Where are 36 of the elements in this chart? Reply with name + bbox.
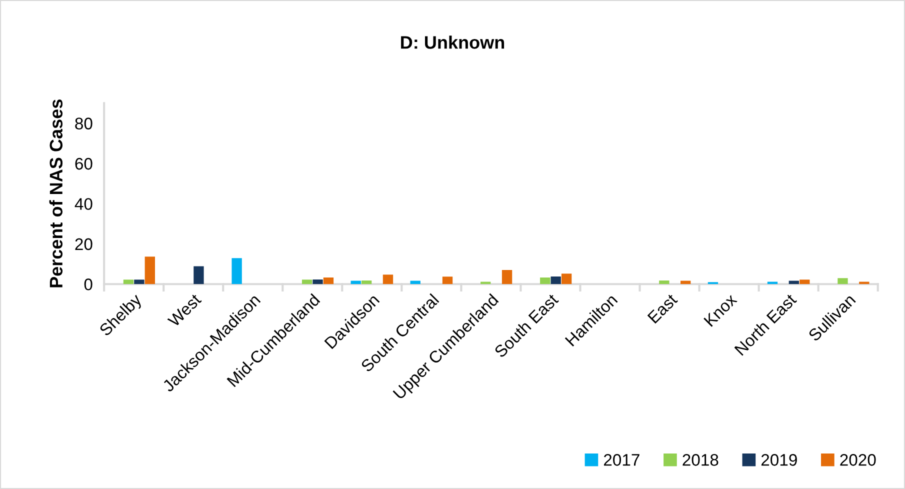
bar xyxy=(680,280,691,284)
bar xyxy=(134,280,144,284)
bar xyxy=(561,274,572,284)
bar xyxy=(382,274,394,284)
bar xyxy=(550,276,561,284)
bar xyxy=(194,266,204,284)
bar xyxy=(767,282,778,284)
bar xyxy=(232,258,242,284)
y-axis-title: Percent of NAS Cases xyxy=(49,100,63,288)
legend-label: 2018 xyxy=(682,454,718,466)
bar xyxy=(502,270,512,284)
y-tick-label: 80 xyxy=(75,118,92,130)
bar xyxy=(123,280,134,284)
bar xyxy=(312,279,323,284)
y-tick-label: 0 xyxy=(84,278,92,290)
bar xyxy=(480,282,491,284)
legend-label: 2017 xyxy=(604,454,640,466)
chart-title: D: Unknown xyxy=(401,36,504,49)
y-tick-label: 20 xyxy=(75,238,92,250)
y-tick-label: 40 xyxy=(74,198,92,210)
y-tick-label: 60 xyxy=(75,158,92,170)
bar xyxy=(788,280,800,284)
bar xyxy=(540,277,550,284)
bar xyxy=(361,280,372,284)
bar xyxy=(323,277,334,284)
bar xyxy=(659,280,670,284)
bar xyxy=(859,282,870,284)
bar xyxy=(410,280,420,284)
bar xyxy=(350,280,361,284)
bar xyxy=(302,280,312,284)
bar xyxy=(144,256,155,284)
legend-label: 2019 xyxy=(761,454,797,466)
bar xyxy=(442,276,453,284)
legend-label: 2020 xyxy=(840,454,876,466)
bar xyxy=(800,280,810,284)
bar xyxy=(838,278,848,284)
